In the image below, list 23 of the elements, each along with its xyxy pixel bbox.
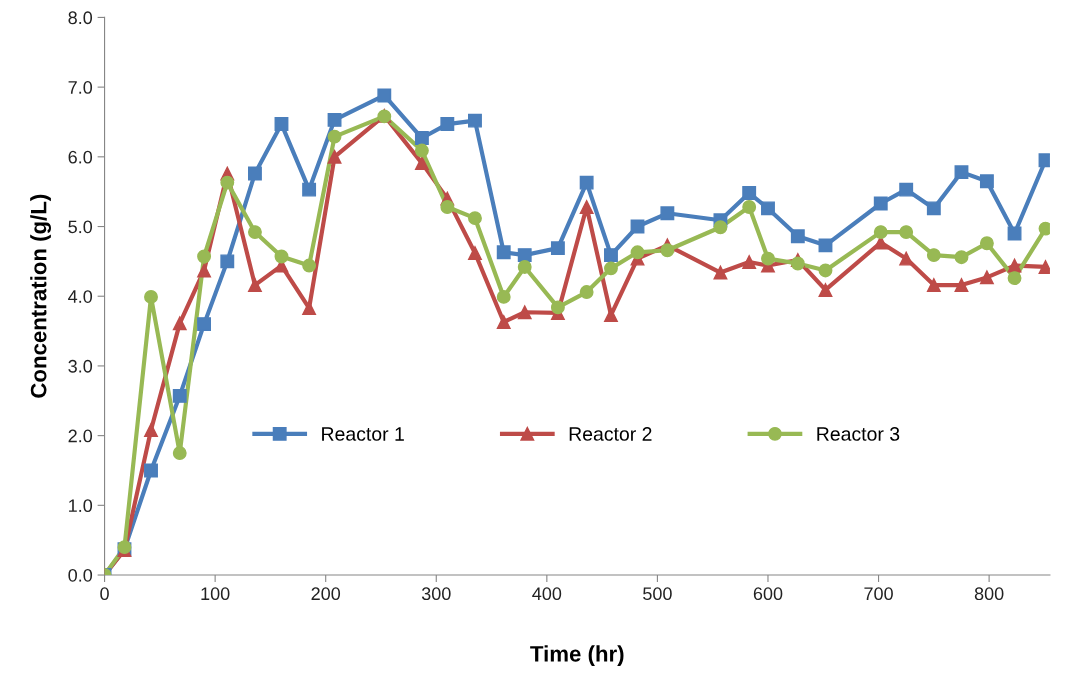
legend-label: Reactor 1 (322, 427, 404, 441)
y-tick-label: 7.0 (68, 81, 93, 94)
x-tick-label: 0 (100, 587, 109, 601)
x-axis-title: Time (hr) (530, 645, 624, 667)
legend-label: Reactor 2 (569, 427, 652, 441)
x-tick-label: 100 (201, 587, 230, 601)
x-tick-label: 500 (643, 587, 672, 601)
y-tick-label: 3.0 (68, 359, 93, 373)
x-tick-label: 800 (974, 587, 1004, 601)
x-tick-label: 400 (532, 587, 562, 601)
y-tick-label: 4.0 (68, 290, 93, 303)
legend-label: Reactor 3 (817, 427, 900, 441)
y-tick-label: 0.0 (68, 568, 93, 582)
y-axis-title: Concentration (g/L) (30, 194, 51, 398)
y-tick-label: 8.0 (68, 11, 93, 25)
y-tick-label: 6.0 (68, 150, 93, 164)
y-tick-label: 2.0 (68, 429, 93, 443)
y-tick-label: 5.0 (68, 220, 93, 234)
x-tick-label: 700 (864, 587, 893, 601)
x-tick-label: 200 (311, 587, 341, 601)
x-tick-label: 600 (753, 587, 783, 601)
x-tick-label: 300 (421, 587, 451, 601)
y-tick-label: 1.0 (69, 499, 93, 513)
